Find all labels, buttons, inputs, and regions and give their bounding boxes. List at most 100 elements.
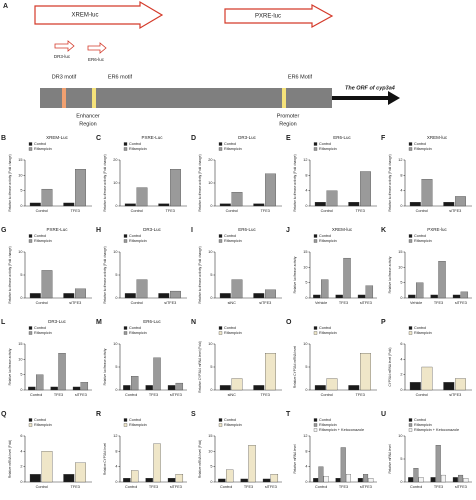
y-axis-label: Relative CYP3A4 level	[103, 443, 107, 475]
bar	[253, 293, 265, 299]
y-tick-label: 20	[208, 158, 212, 162]
legend-label: Control	[129, 142, 141, 146]
region-label: Promoter	[277, 113, 300, 119]
x-tick-label: siTFE3	[75, 393, 87, 397]
legend-label: Control	[319, 142, 331, 146]
x-tick-label: siNC	[228, 393, 236, 397]
legend-label: Rifampicin	[34, 239, 52, 243]
x-tick-label: TFE3	[434, 485, 443, 489]
y-axis-label: Relative luciferase activity (Fold chang…	[103, 246, 107, 303]
legend-swatch	[313, 142, 318, 146]
y-axis-label: Relative luciferase activity (Fold chang…	[198, 154, 202, 211]
x-tick-label: TFE3	[149, 393, 158, 397]
legend-label: Rifampicin	[319, 147, 337, 151]
bar	[443, 202, 455, 207]
y-tick-label: 5	[210, 465, 212, 469]
bar	[170, 290, 181, 299]
x-tick-label: Vehicle	[410, 301, 422, 305]
legend-label: Control	[414, 418, 426, 422]
bar	[131, 376, 139, 391]
x-tick-label: Control	[131, 209, 143, 213]
panel-letter: R	[96, 411, 101, 418]
bar	[314, 385, 326, 391]
bar	[248, 445, 256, 483]
bar	[253, 203, 265, 207]
legend-swatch	[313, 234, 318, 238]
x-tick-label: siTFE3	[69, 301, 81, 305]
y-tick-label: 15	[18, 342, 22, 346]
bar	[357, 478, 363, 483]
legend-swatch	[28, 234, 33, 238]
y-axis-label: Relative luciferase activity	[8, 348, 12, 385]
panel-letter: U	[381, 411, 386, 418]
y-tick-label: 10	[303, 265, 307, 269]
chart-title: DR3-Luc	[238, 135, 257, 140]
legend-swatch	[28, 418, 33, 422]
x-tick-label: Control	[410, 485, 422, 489]
x-tick-label: siTFE3	[170, 393, 182, 397]
y-tick-label: 5	[20, 189, 22, 193]
bar	[360, 171, 371, 207]
construct-label: ER6-luc	[88, 57, 105, 62]
bar	[36, 374, 44, 391]
y-tick-label: 10	[18, 357, 22, 361]
orf-arrow	[332, 91, 400, 105]
bar	[124, 293, 136, 299]
legend-label: Rifampicin	[129, 423, 147, 427]
bar	[365, 285, 374, 299]
legend-swatch	[123, 142, 128, 146]
bar	[170, 169, 181, 207]
y-tick-label: 0	[20, 480, 22, 484]
bar	[335, 294, 343, 299]
bar	[231, 279, 243, 299]
y-tick-label: 12	[113, 434, 117, 438]
panel-letter: I	[191, 227, 193, 234]
legend-swatch	[313, 326, 318, 330]
x-tick-label: TFE3	[166, 209, 175, 213]
bar	[323, 476, 329, 483]
bar	[158, 293, 170, 299]
bar	[124, 203, 136, 207]
bar	[418, 477, 424, 483]
legend-swatch	[123, 418, 128, 422]
legend-swatch	[408, 418, 413, 422]
legend-swatch	[123, 147, 128, 151]
bar	[28, 386, 36, 391]
legend-label: Rifampicin	[224, 423, 242, 427]
chart-title: XREM-luc	[427, 135, 448, 140]
x-tick-label: siTFE3	[265, 485, 277, 489]
y-axis-label: Relative mRNA level	[293, 444, 297, 473]
bar	[313, 478, 319, 483]
x-tick-label: Vehicle	[315, 301, 327, 305]
bar	[219, 293, 231, 299]
bar	[463, 478, 469, 483]
legend-label: Control	[129, 234, 141, 238]
y-tick-label: 0	[20, 388, 22, 392]
legend-swatch	[408, 234, 413, 238]
y-tick-label: 4	[400, 189, 402, 193]
bar	[326, 190, 338, 207]
x-tick-label: TFE3	[54, 393, 63, 397]
panel-letter: M	[96, 319, 102, 326]
bar	[29, 474, 41, 483]
y-tick-label: 6	[400, 342, 402, 346]
panel-letter: H	[96, 227, 101, 234]
legend-label: Rifampicin	[129, 239, 147, 243]
x-tick-label: siNC	[228, 301, 236, 305]
x-tick-label: siTFE3	[360, 485, 372, 489]
y-tick-label: 0	[115, 388, 117, 392]
bar	[131, 470, 139, 483]
legend-swatch	[408, 428, 413, 432]
diagram: A XREM-luc PXRE-luc DR3-luc ER6-luc DR3 …	[3, 0, 400, 127]
x-tick-label: siTFE3	[455, 485, 467, 489]
y-tick-label: 2	[400, 373, 402, 377]
bar	[440, 474, 446, 483]
x-tick-label: TFE3	[149, 485, 158, 489]
legend-label: Rifampicin	[414, 423, 432, 427]
x-tick-label: TFE3	[339, 485, 348, 489]
y-tick-label: 10	[208, 342, 212, 346]
x-tick-label: Control	[36, 485, 48, 489]
bar	[443, 382, 455, 391]
bar	[318, 466, 324, 483]
